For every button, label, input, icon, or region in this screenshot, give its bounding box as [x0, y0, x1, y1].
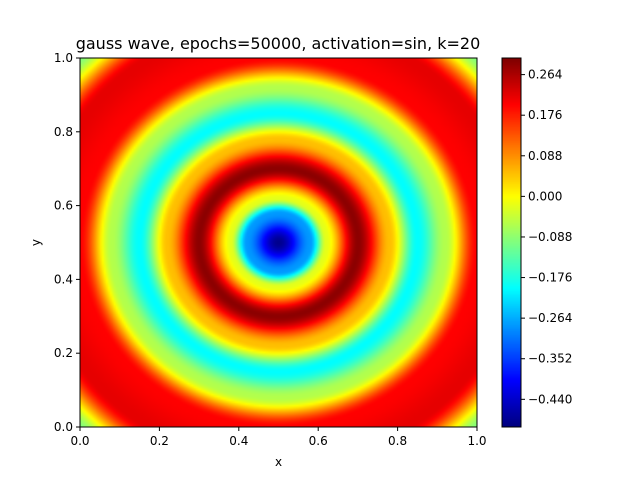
y-axis: 0.0 0.2 0.4 0.6 0.8 1.0: [54, 51, 80, 434]
colorbar-tick-label: 0.000: [528, 189, 562, 203]
y-tick-label: 0.6: [54, 199, 73, 213]
plot-frame: [79, 57, 478, 428]
colorbar-tick-label: −0.440: [528, 392, 572, 406]
x-axis-title: x: [275, 455, 282, 469]
x-tick-label: 0.6: [309, 434, 328, 448]
colorbar-tick-label: −0.088: [528, 230, 572, 244]
y-tick-label: 0.2: [54, 346, 73, 360]
x-axis: 0.0 0.2 0.4 0.6 0.8 1.0: [70, 427, 487, 448]
x-tick-label: 0.0: [70, 434, 89, 448]
colorbar-tick-label: −0.264: [528, 311, 572, 325]
x-tick-label: 0.2: [150, 434, 169, 448]
chart-title: gauss wave, epochs=50000, activation=sin…: [76, 34, 481, 53]
plot-area: [79, 57, 478, 428]
colorbar-frame: [501, 57, 522, 428]
colorbar-ticks: −0.440 −0.352 −0.264 −0.176 −0.088 0.000 0.088…: [521, 68, 572, 406]
x-tick-label: 0.8: [388, 434, 407, 448]
colorbar: −0.440 −0.352 −0.264 −0.176 −0.088 0.000 0.088…: [501, 57, 572, 428]
colorbar-tick-label: 0.264: [528, 68, 562, 82]
y-tick-label: 0.4: [54, 272, 73, 286]
colorbar-tick-label: 0.176: [528, 108, 562, 122]
y-tick-label: 0.0: [54, 420, 73, 434]
y-tick-label: 1.0: [54, 51, 73, 65]
x-tick-label: 1.0: [467, 434, 486, 448]
x-tick-label: 0.4: [229, 434, 248, 448]
heatmap-image: [80, 58, 477, 427]
y-tick-label: 0.8: [54, 125, 73, 139]
colorbar-tick-label: −0.352: [528, 352, 572, 366]
colorbar-tick-label: −0.176: [528, 271, 572, 285]
colorbar-tick-label: 0.088: [528, 149, 562, 163]
y-axis-title: y: [29, 239, 43, 246]
colorbar-gradient: [502, 58, 521, 427]
